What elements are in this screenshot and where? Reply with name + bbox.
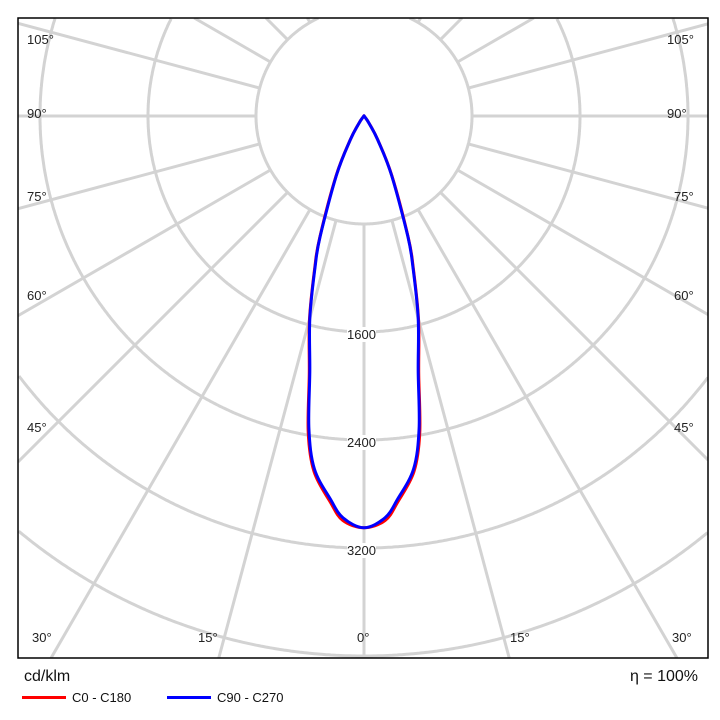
grid-circle xyxy=(146,18,582,334)
grid-radial-line xyxy=(49,208,312,658)
grid-radial-line xyxy=(193,18,272,64)
unit-label: cd/klm xyxy=(24,668,71,685)
chart-frame xyxy=(17,17,709,659)
angle-label: 0° xyxy=(357,630,370,645)
grid-radial-line xyxy=(18,21,261,90)
angle-label: 60° xyxy=(27,288,47,303)
grid-radial-line xyxy=(439,18,464,41)
angle-label: 45° xyxy=(674,420,694,435)
grid xyxy=(18,18,708,658)
angle-label: 75° xyxy=(27,189,47,204)
grid-radial-line xyxy=(456,168,708,316)
legend-item-c90-c270: C90 - C270 xyxy=(167,690,283,705)
angle-label: 105° xyxy=(27,32,54,47)
angle-label: 60° xyxy=(674,288,694,303)
legend-item-c0-c180: C0 - C180 xyxy=(22,690,131,705)
grid-radial-line xyxy=(467,22,708,90)
angle-label: 30° xyxy=(32,630,52,645)
grid-radial-line xyxy=(467,142,708,210)
angle-label: 105° xyxy=(667,32,694,47)
legend-label: C90 - C270 xyxy=(217,690,284,705)
angle-label: 90° xyxy=(667,106,687,121)
angle-label: 30° xyxy=(672,630,692,645)
grid-radial-line xyxy=(18,191,289,464)
grid-circle xyxy=(38,18,690,442)
grid-radial-line xyxy=(264,18,289,41)
radial-tick-label: 1600 xyxy=(347,327,376,342)
grid-radial-line xyxy=(18,168,272,318)
angle-label: 15° xyxy=(510,630,530,645)
legend-label: C0 - C180 xyxy=(72,690,132,705)
radial-tick-label: 2400 xyxy=(347,435,376,450)
radial-tick-label: 3200 xyxy=(347,543,376,558)
angle-label: 15° xyxy=(198,630,218,645)
legend-swatch-blue xyxy=(167,696,211,699)
grid-radial-line xyxy=(217,219,338,658)
grid-radial-line xyxy=(390,219,511,658)
grid-radial-line xyxy=(439,191,708,462)
efficiency-label: η = 100% xyxy=(629,668,698,685)
grid-radial-line xyxy=(416,208,679,658)
grid-radial-line xyxy=(456,18,535,64)
series-line-c90-c270 xyxy=(307,114,421,530)
angle-label: 45° xyxy=(27,420,47,435)
angle-label: 75° xyxy=(674,189,694,204)
legend-swatch-red xyxy=(22,696,66,699)
grid-radial-line xyxy=(18,142,261,211)
grid-circle xyxy=(254,18,474,226)
angle-label: 90° xyxy=(27,106,47,121)
